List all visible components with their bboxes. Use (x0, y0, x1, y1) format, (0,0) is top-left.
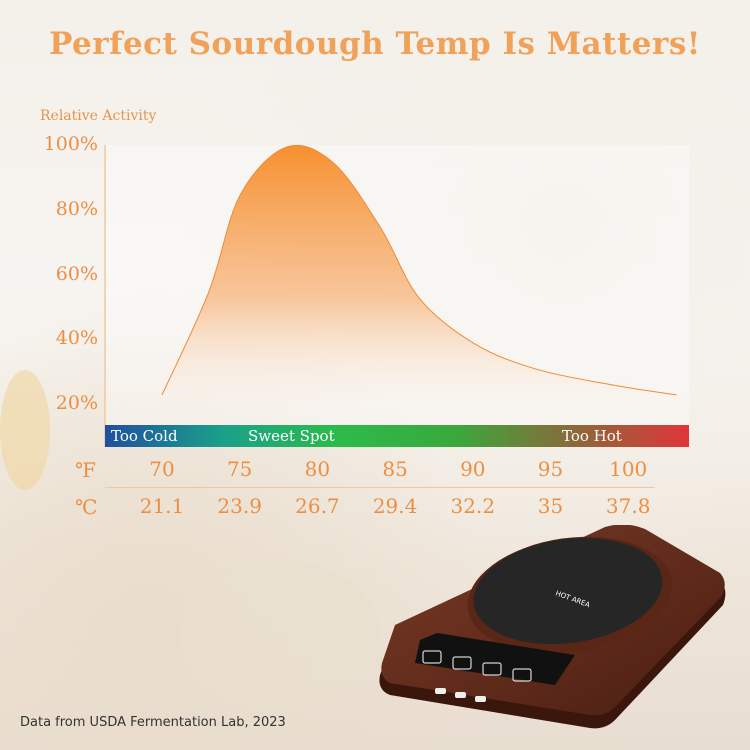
y-axis-label: Relative Activity (40, 108, 157, 124)
y-tick-label: 100% (43, 133, 98, 155)
y-tick-label: 40% (55, 327, 98, 349)
celsius-tick-label: 35 (537, 494, 564, 518)
temp-up-button[interactable] (452, 656, 472, 670)
power-button[interactable] (512, 668, 532, 682)
activity-chart (104, 144, 677, 447)
fahrenheit-tick-label: 75 (226, 457, 253, 481)
celsius-tick-label: 37.8 (605, 494, 651, 518)
indicator-light (475, 696, 486, 702)
y-tick-label: 60% (55, 263, 98, 285)
celsius-tick-label: 21.1 (139, 494, 185, 518)
heating-plate (473, 537, 663, 645)
zone-sweet-spot: Sweet Spot (248, 427, 335, 445)
celsius-tick-label: 23.9 (217, 494, 262, 518)
activity-area (162, 145, 677, 426)
fahrenheit-tick-label: 85 (382, 457, 408, 481)
zone-too-cold: Too Cold (111, 427, 178, 445)
indicator-light (435, 688, 446, 694)
indicator-light (455, 692, 466, 698)
celsius-tick-label: 29.4 (372, 494, 418, 518)
page-title: Perfect Sourdough Temp Is Matters! (49, 26, 701, 62)
warming-mat-device: HOT AREA (379, 525, 726, 729)
fahrenheit-tick-label: 90 (460, 457, 486, 481)
row-divider (105, 487, 655, 488)
activity-curve (161, 144, 677, 396)
timer-button[interactable] (422, 650, 442, 664)
y-tick-label: 20% (55, 392, 98, 414)
background-lemon (0, 370, 50, 490)
fahrenheit-tick-label: 100 (609, 457, 648, 481)
fahrenheit-unit: ℉ (75, 458, 96, 482)
fahrenheit-tick-label: 70 (149, 457, 175, 481)
temp-down-button[interactable] (482, 662, 502, 676)
temperature-zone-bar: Too Cold Sweet Spot Too Hot (105, 425, 689, 447)
y-tick-label: 80% (55, 198, 98, 220)
background-dough (180, 560, 380, 710)
celsius-tick-label: 32.2 (450, 494, 496, 518)
fahrenheit-tick-label: 80 (304, 457, 331, 481)
zone-too-hot: Too Hot (562, 427, 622, 445)
celsius-tick-label: 26.7 (295, 494, 340, 518)
source-note: Data from USDA Fermentation Lab, 2023 (20, 715, 286, 730)
control-panel (415, 633, 575, 685)
celsius-unit: ℃ (75, 495, 98, 519)
fahrenheit-tick-label: 95 (537, 457, 564, 481)
